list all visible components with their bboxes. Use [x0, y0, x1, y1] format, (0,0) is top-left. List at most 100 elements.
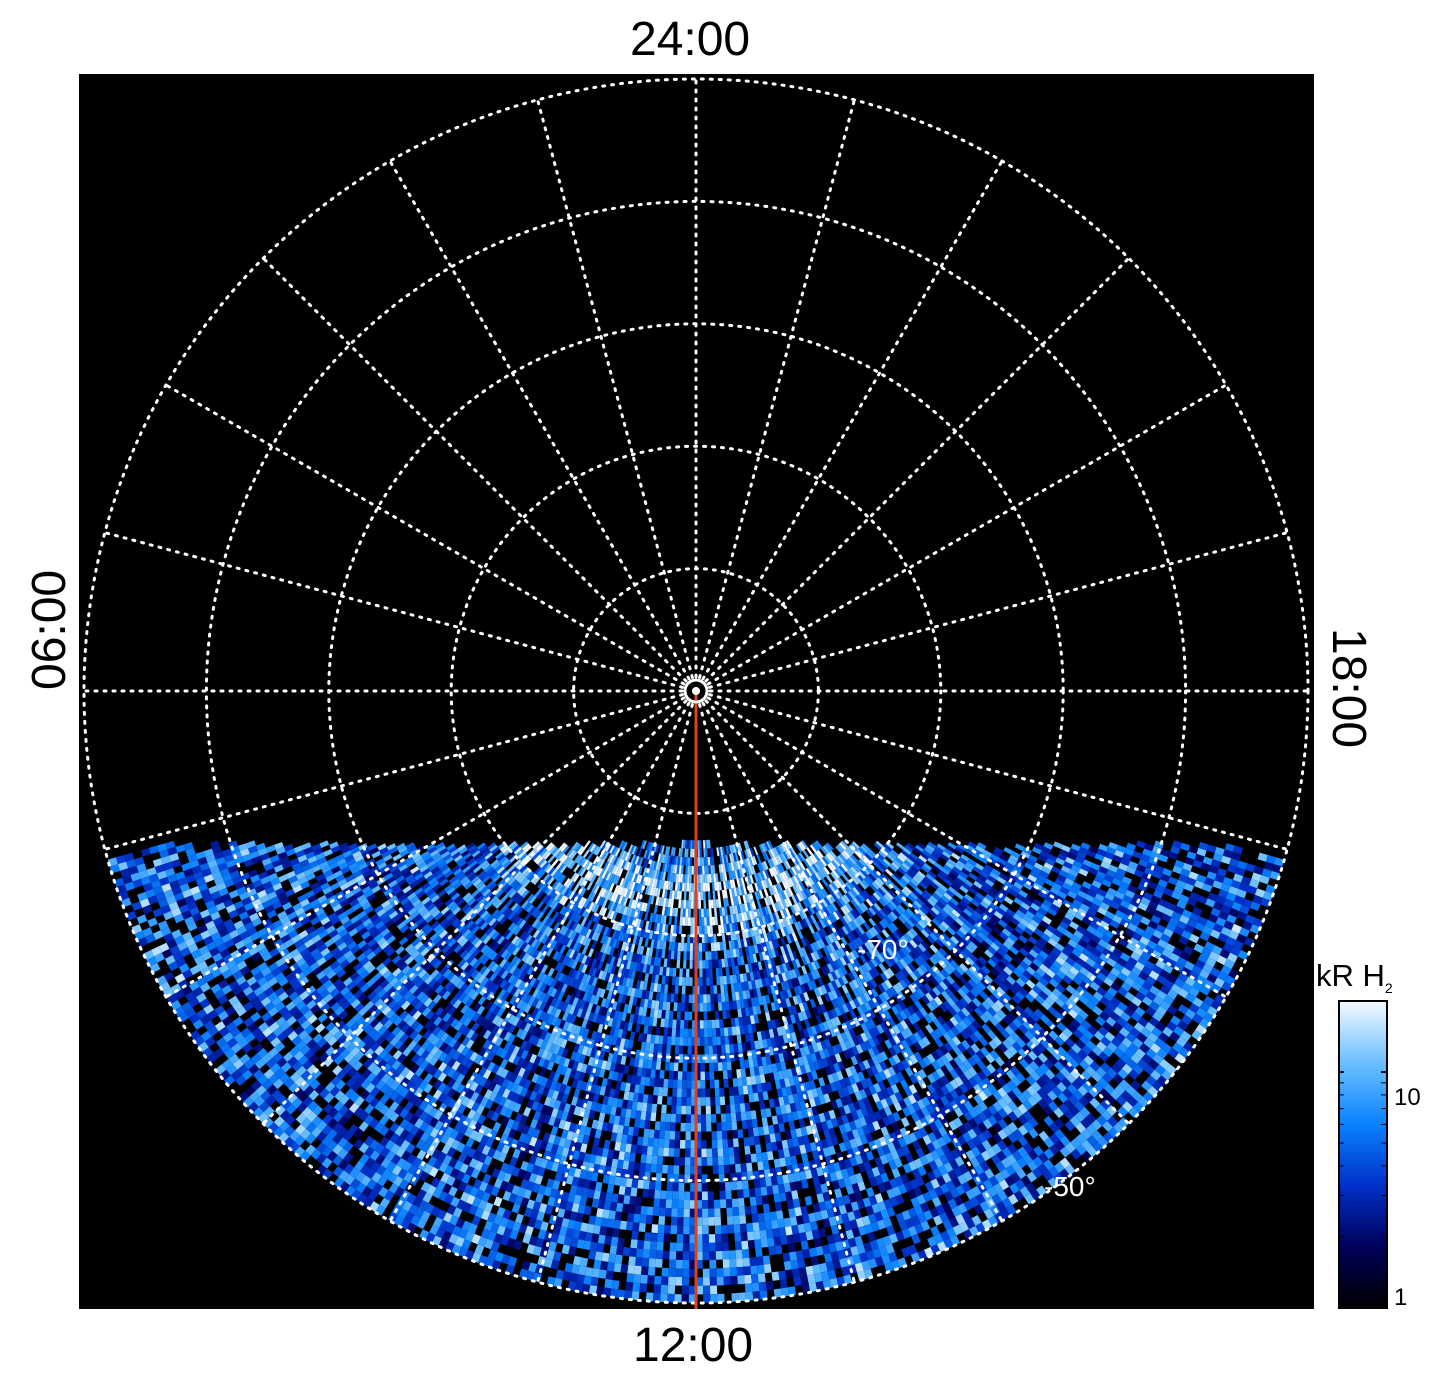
emission-cell — [657, 853, 662, 863]
emission-cell — [627, 898, 633, 908]
emission-cell — [685, 1140, 691, 1149]
emission-cell — [678, 891, 682, 900]
emission-cell — [827, 863, 835, 872]
emission-cell — [651, 869, 656, 879]
emission-cell — [759, 907, 764, 917]
emission-cell — [704, 917, 707, 926]
emission-cell — [681, 994, 686, 1003]
emission-cell — [688, 994, 693, 1004]
emission-cell — [611, 855, 617, 865]
emission-cell — [766, 905, 772, 915]
emission-cell — [820, 858, 828, 867]
emission-cell — [674, 907, 679, 917]
emission-cell — [649, 912, 654, 922]
emission-cell — [711, 951, 715, 960]
emission-cell — [808, 876, 815, 886]
emission-cell — [650, 1112, 657, 1122]
emission-cell — [536, 868, 544, 877]
emission-cell — [686, 848, 689, 858]
emission-cell — [777, 854, 783, 864]
emission-cell — [706, 865, 709, 875]
emission-cell — [711, 916, 716, 926]
emission-cell — [580, 898, 588, 907]
emission-cell — [838, 842, 847, 851]
emission-cell — [678, 976, 683, 986]
emission-cell — [741, 903, 747, 913]
emission-cell — [614, 876, 621, 885]
emission-cell — [710, 994, 715, 1003]
emission-cell — [777, 845, 783, 854]
emission-cell — [656, 888, 661, 898]
emission-cell — [546, 908, 555, 917]
emission-cell — [683, 891, 687, 901]
emission-cell — [579, 887, 587, 897]
emission-cell — [773, 856, 779, 866]
emission-cell — [587, 842, 595, 851]
emission-cell — [672, 1019, 677, 1029]
emission-cell — [649, 860, 654, 869]
emission-cell — [689, 874, 692, 884]
emission-cell — [601, 907, 608, 917]
emission-cell — [767, 877, 773, 887]
emission-cell — [728, 1035, 734, 1045]
emission-cell — [796, 1021, 803, 1031]
emission-cell — [600, 888, 607, 898]
emission-cell — [598, 906, 605, 916]
emission-cell — [653, 878, 658, 888]
emission-cell — [619, 859, 625, 869]
emission-cell — [681, 985, 686, 995]
emission-cell — [631, 872, 637, 882]
emission-cell — [659, 845, 663, 854]
emission-cell — [687, 917, 691, 926]
emission-cell — [660, 880, 665, 889]
emission-cell — [780, 890, 787, 900]
emission-cell — [752, 856, 758, 865]
emission-cell — [685, 908, 689, 918]
emission-cell — [613, 856, 619, 866]
emission-cell — [719, 855, 723, 865]
emission-cell — [719, 1096, 726, 1106]
emission-cell — [588, 873, 595, 882]
emission-cell — [683, 1028, 689, 1038]
emission-cell — [666, 1044, 671, 1054]
emission-cell — [825, 853, 834, 862]
emission-cell — [699, 943, 703, 952]
emission-cell — [796, 892, 803, 902]
emission-cell — [586, 861, 593, 871]
emission-cell — [651, 860, 656, 870]
emission-cell — [777, 882, 783, 892]
emission-cell — [631, 864, 637, 873]
emission-cell — [686, 1071, 692, 1081]
emission-cell — [783, 889, 789, 899]
emission-cell — [634, 856, 640, 865]
emission-cell — [700, 1080, 706, 1089]
emission-cell — [803, 869, 811, 878]
emission-cell — [731, 888, 736, 898]
emission-cell — [672, 1088, 678, 1097]
emission-cell — [704, 1037, 709, 1046]
emission-cell — [1003, 847, 1013, 855]
emission-cell — [817, 881, 824, 890]
emission-cell — [615, 857, 621, 867]
emission-cell — [687, 1028, 692, 1038]
emission-cell — [539, 860, 548, 869]
emission-cell — [265, 844, 276, 853]
emission-cell — [673, 1062, 679, 1072]
emission-cell — [636, 909, 641, 919]
emission-cell — [807, 856, 814, 866]
emission-cell — [767, 849, 774, 859]
emission-cell — [674, 1139, 681, 1149]
emission-cell — [729, 845, 733, 854]
emission-cell — [647, 1137, 654, 1147]
emission-cell — [672, 1079, 678, 1089]
emission-cell — [684, 840, 688, 849]
emission-cell — [778, 891, 784, 901]
emission-cell — [519, 865, 528, 874]
emission-cell — [708, 865, 712, 875]
emission-cell — [670, 881, 674, 891]
emission-cell — [539, 848, 548, 857]
emission-cell — [641, 1145, 648, 1155]
emission-cell — [730, 871, 735, 880]
emission-cell — [753, 873, 759, 883]
emission-cell — [682, 1080, 687, 1089]
